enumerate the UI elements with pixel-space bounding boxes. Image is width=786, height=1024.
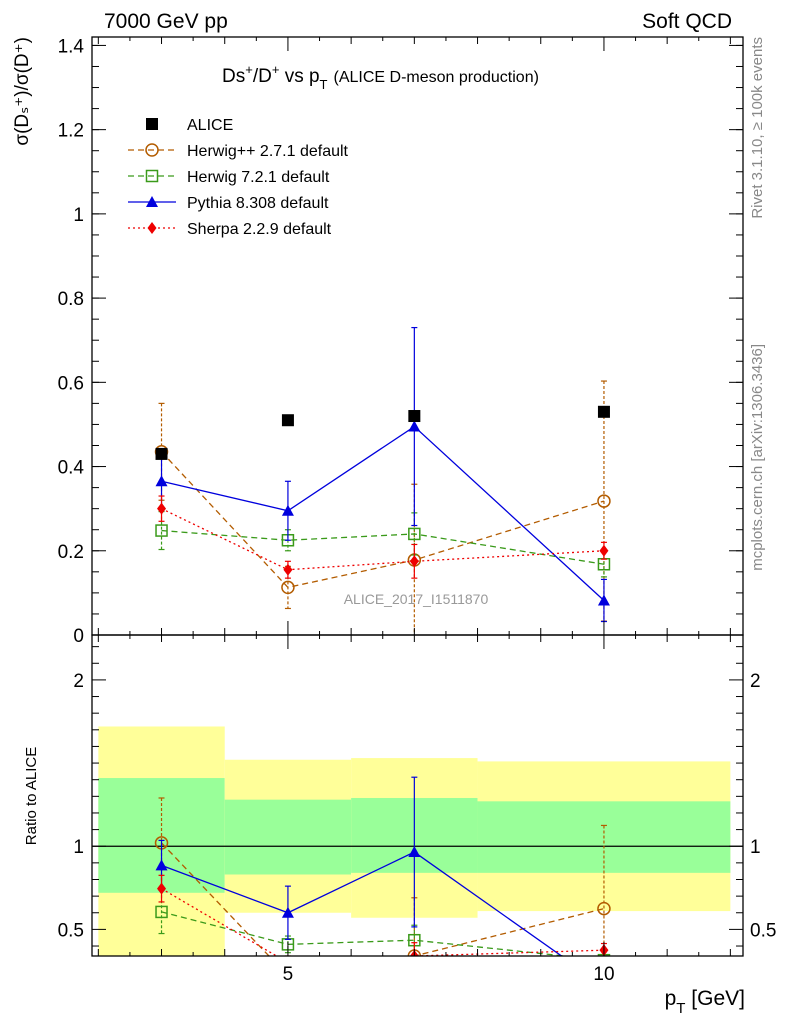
series-line (161, 425, 605, 601)
x-tick-label: 10 (593, 964, 614, 985)
data-point (408, 846, 421, 858)
data-point (283, 563, 293, 576)
data-point (597, 594, 610, 606)
data-point (408, 410, 421, 423)
y-tick-label: 1.4 (58, 36, 85, 57)
legend-item: Pythia 8.308 default (128, 195, 329, 212)
data-point (155, 859, 168, 871)
ratio-series-pythia-8-308-default (155, 776, 563, 956)
ratio-y-tick-label-right: 1 (750, 837, 761, 858)
legend-label: Herwig 7.2.1 default (187, 169, 330, 186)
ratio-y-tick-label-right: 2 (750, 671, 761, 692)
data-point (157, 502, 167, 515)
data-point (597, 494, 611, 508)
data-point (155, 905, 168, 919)
ratio-panel-data (154, 776, 611, 956)
main-series-pythia-8-308-default (155, 326, 610, 623)
data-point (155, 524, 168, 537)
data-point (155, 447, 168, 460)
x-axis-label: pT [GeV] (665, 987, 745, 1017)
main-series-alice (155, 405, 610, 460)
legend-item: Sherpa 2.2.9 default (128, 221, 332, 238)
chart-title: Ds+/D+ vs pT (ALICE D-meson production) (222, 62, 539, 92)
series-line (161, 911, 571, 956)
data-point (599, 544, 609, 557)
ratio-y-tick-label-right: 0.5 (750, 920, 776, 941)
y-tick-label: 0.6 (58, 373, 84, 394)
legend-marker (146, 196, 158, 207)
series-line (161, 851, 563, 956)
y-tick-label: 0.8 (58, 289, 84, 310)
axis-ticks: 5 10 0 0.2 0.4 0.6 0.8 1 1.2 1.4 0.5 0.5 1 1 2 2 (58, 36, 777, 985)
plot-frames (91, 36, 744, 957)
ratio-y-tick-label: 2 (73, 671, 84, 692)
legend-item: Herwig++ 2.7.1 default (128, 143, 349, 160)
data-point (157, 882, 167, 895)
data-point (281, 906, 294, 918)
ratio-y-axis-label: Ratio to ALICE (23, 747, 40, 845)
main-panel-data (154, 326, 611, 635)
series-line (161, 529, 605, 565)
y-axis-label: σ(Dₛ⁺)/σ(D⁺) (12, 37, 33, 146)
legend-label: ALICE (187, 117, 233, 134)
data-point (597, 901, 611, 916)
legend-label: Sherpa 2.2.9 default (187, 221, 332, 238)
legend: ALICE Herwig++ 2.7.1 default Herwig 7.2.1 … (128, 117, 349, 238)
series-line (161, 842, 605, 956)
header-collision: 7000 GeV pp (104, 10, 228, 33)
main-series-sherpa-2-2-9-default (157, 495, 609, 579)
y-tick-label: 0 (73, 626, 84, 647)
data-point (281, 580, 295, 595)
mcplots-label: mcplots.cern.ch [arXiv:1306.3436] (749, 344, 766, 571)
ratio-y-tick-label: 0.5 (58, 920, 84, 941)
series-line (161, 451, 605, 589)
legend-marker (146, 118, 158, 130)
y-tick-label: 0.4 (58, 458, 85, 479)
data-point (408, 420, 421, 432)
legend-item: ALICE (146, 117, 233, 134)
ratio-frame (91, 634, 744, 957)
legend-marker (145, 143, 159, 157)
band-inner (224, 799, 352, 875)
data-point (597, 405, 610, 418)
series-line (161, 508, 604, 571)
data-point (408, 527, 421, 541)
data-point (155, 475, 168, 487)
x-tick-label: 5 (283, 964, 294, 985)
legend-label: Herwig++ 2.7.1 default (187, 143, 349, 160)
legend-marker (147, 222, 157, 234)
y-tick-label: 1 (73, 205, 84, 226)
ratio-y-tick-label: 1 (73, 837, 84, 858)
y-tick-label: 1.2 (58, 121, 84, 142)
data-point (409, 555, 419, 568)
legend-item: Herwig 7.2.1 default (128, 169, 330, 186)
rivet-label: Rivet 3.1.10, ≥ 100k events (749, 37, 766, 219)
data-point (281, 504, 294, 516)
header-category: Soft QCD (642, 10, 732, 33)
analysis-watermark: ALICE_2017_I1511870 (344, 591, 489, 607)
y-tick-label: 0.2 (58, 542, 84, 563)
data-point (281, 414, 294, 427)
legend-marker (145, 169, 159, 183)
legend-label: Pythia 8.308 default (187, 195, 329, 212)
